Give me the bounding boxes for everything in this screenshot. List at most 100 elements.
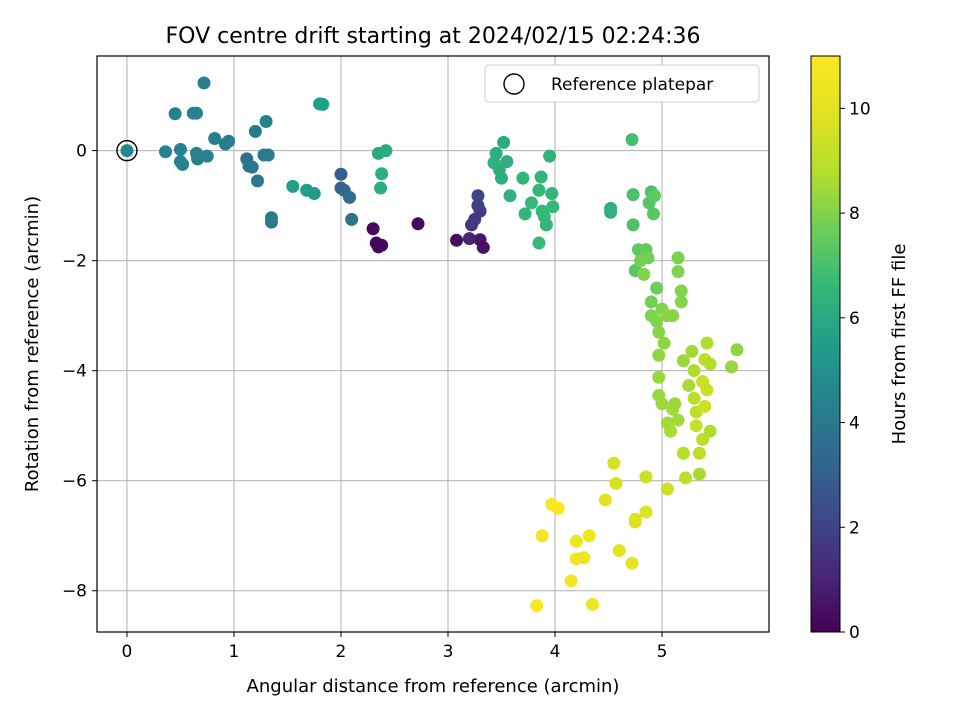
y-tick-label: −6 bbox=[62, 472, 87, 492]
data-point bbox=[625, 556, 639, 570]
data-point bbox=[577, 551, 591, 565]
x-tick-label: 1 bbox=[229, 642, 240, 662]
data-point bbox=[334, 167, 348, 181]
data-point bbox=[664, 424, 678, 438]
colorbar-tick-label: 4 bbox=[849, 414, 860, 434]
data-points bbox=[120, 76, 744, 613]
y-tick-label: 0 bbox=[76, 142, 87, 162]
data-point bbox=[641, 251, 655, 265]
data-point bbox=[316, 97, 330, 111]
legend-marker-icon bbox=[503, 73, 525, 95]
colorbar-tick-label: 6 bbox=[849, 309, 860, 329]
data-point bbox=[516, 171, 530, 185]
y-tick-label: −8 bbox=[62, 582, 87, 602]
data-point bbox=[703, 357, 717, 371]
data-point bbox=[471, 189, 485, 203]
data-point bbox=[671, 265, 685, 279]
data-point bbox=[343, 190, 357, 204]
data-point bbox=[307, 187, 321, 201]
data-point bbox=[120, 144, 134, 158]
data-point bbox=[625, 133, 639, 147]
data-point bbox=[725, 360, 739, 374]
x-tick-label: 3 bbox=[443, 642, 454, 662]
data-point bbox=[609, 476, 623, 490]
data-point bbox=[366, 222, 380, 236]
data-point bbox=[546, 200, 560, 214]
data-point bbox=[532, 236, 546, 250]
data-point bbox=[655, 397, 669, 411]
data-point bbox=[657, 336, 671, 350]
colorbar-tick-label: 2 bbox=[849, 518, 860, 538]
data-point bbox=[648, 189, 662, 203]
data-point bbox=[450, 233, 464, 247]
data-point bbox=[644, 295, 658, 309]
data-point bbox=[692, 446, 706, 460]
data-point bbox=[379, 144, 393, 158]
colorbar-ticks: 0 2 4 6 8 10 bbox=[840, 99, 871, 643]
x-tick-label: 4 bbox=[550, 642, 561, 662]
data-point bbox=[251, 174, 265, 188]
data-point bbox=[585, 597, 599, 611]
data-point bbox=[158, 145, 172, 159]
data-point bbox=[639, 470, 653, 484]
data-point bbox=[666, 309, 680, 323]
data-point bbox=[698, 399, 712, 413]
data-point bbox=[539, 218, 553, 232]
data-point bbox=[626, 188, 640, 202]
data-point bbox=[494, 171, 508, 185]
data-point bbox=[671, 251, 685, 265]
x-axis-ticks: 0 1 2 3 4 5 bbox=[122, 632, 667, 662]
y-tick-label: −4 bbox=[62, 362, 87, 382]
data-point bbox=[682, 379, 696, 393]
x-tick-label: 0 bbox=[122, 642, 133, 662]
data-point bbox=[345, 212, 359, 226]
data-point bbox=[286, 179, 300, 193]
data-point bbox=[676, 354, 690, 368]
data-point bbox=[545, 187, 559, 201]
data-point bbox=[604, 205, 618, 219]
data-point bbox=[497, 135, 511, 149]
legend-box bbox=[484, 64, 760, 103]
data-point bbox=[489, 146, 503, 160]
data-point bbox=[264, 215, 278, 229]
y-axis-label: Rotation from reference (arcmin) bbox=[22, 196, 43, 492]
data-point bbox=[476, 240, 490, 254]
data-point bbox=[462, 232, 476, 246]
reference-circle bbox=[116, 139, 138, 162]
data-point bbox=[687, 391, 701, 405]
data-point bbox=[652, 348, 666, 362]
data-point bbox=[637, 267, 651, 281]
data-point bbox=[535, 529, 549, 543]
data-point bbox=[730, 343, 744, 357]
data-point bbox=[375, 238, 389, 252]
y-tick-label: −2 bbox=[62, 252, 87, 272]
data-point bbox=[685, 344, 699, 358]
data-point bbox=[598, 493, 612, 507]
data-point bbox=[668, 397, 682, 411]
data-point bbox=[564, 574, 578, 588]
colorbar-tick-label: 0 bbox=[849, 623, 860, 643]
data-point bbox=[569, 534, 583, 548]
data-point bbox=[671, 413, 685, 427]
data-point bbox=[543, 149, 557, 163]
data-point bbox=[518, 207, 532, 221]
data-point bbox=[612, 544, 626, 558]
data-point bbox=[471, 199, 485, 213]
data-point bbox=[222, 134, 236, 148]
data-point bbox=[646, 207, 660, 221]
data-point bbox=[582, 529, 596, 543]
data-point bbox=[503, 189, 517, 203]
data-point bbox=[639, 505, 653, 519]
data-point bbox=[197, 76, 211, 90]
data-point bbox=[626, 218, 640, 232]
data-point bbox=[534, 170, 548, 184]
data-point bbox=[551, 501, 565, 515]
data-point bbox=[696, 432, 710, 446]
data-point bbox=[700, 336, 714, 350]
data-point bbox=[674, 295, 688, 309]
data-point bbox=[259, 114, 273, 128]
y-axis-ticks: 0 −2 −4 −6 −8 bbox=[62, 142, 97, 602]
data-point bbox=[261, 148, 275, 162]
data-point bbox=[679, 471, 693, 485]
